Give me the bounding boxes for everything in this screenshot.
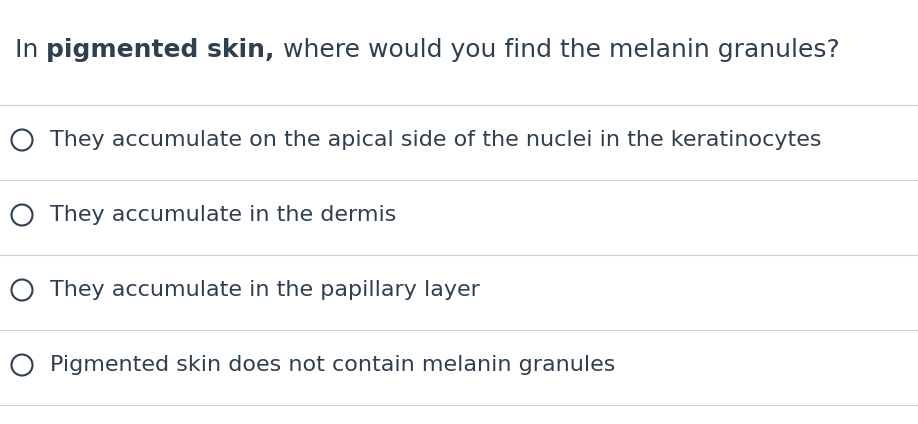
Text: Pigmented skin does not contain melanin granules: Pigmented skin does not contain melanin … xyxy=(50,355,615,375)
Text: In: In xyxy=(15,38,47,62)
Text: where would you find the melanin granules?: where would you find the melanin granule… xyxy=(274,38,839,62)
Text: They accumulate in the papillary layer: They accumulate in the papillary layer xyxy=(50,280,480,300)
Text: pigmented skin,: pigmented skin, xyxy=(47,38,274,62)
Text: They accumulate on the apical side of the nuclei in the keratinocytes: They accumulate on the apical side of th… xyxy=(50,130,822,150)
Text: They accumulate in the dermis: They accumulate in the dermis xyxy=(50,205,397,225)
